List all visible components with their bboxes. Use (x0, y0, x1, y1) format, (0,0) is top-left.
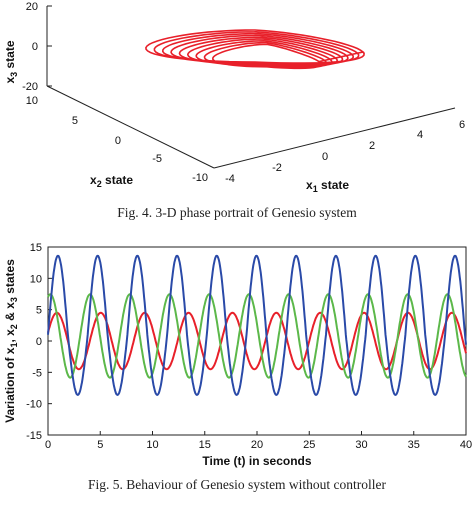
fig5-x-tick-label: 20 (251, 439, 263, 451)
fig5-x-tick-label: 10 (146, 439, 158, 451)
fig4-y-tick-label: 10 (26, 95, 38, 107)
fig4-x-axis-label: x1 state (306, 178, 349, 194)
fig4-z-tick-label: 20 (26, 1, 38, 13)
fig4-x-tick-label: 0 (322, 151, 328, 163)
fig5-y-tick-label: 0 (36, 336, 42, 348)
fig5-caption: Fig. 5. Behaviour of Genesio system with… (88, 477, 387, 492)
fig5-time-plot: 0 5 10 15 20 25 30 35 40 -15 -10 -5 0 5 10 15 Time (t) … (3, 242, 472, 468)
fig4-x-tick-label: 4 (417, 129, 423, 141)
fig5-ticks: 0 5 10 15 20 25 30 35 40 -15 -10 -5 0 5 10 15 (26, 242, 472, 451)
fig4-z-ticks: 20 0 -20 (22, 1, 52, 93)
fig4-y-axis-label: x2 state (90, 173, 133, 189)
fig4-attractor-trajectory (145, 29, 365, 70)
fig5-x-tick-label: 0 (45, 439, 51, 451)
fig4-y-tick-label: -5 (152, 153, 162, 165)
fig4-x-tick-label: 2 (369, 140, 375, 152)
fig4-x-tick-label: 6 (459, 119, 465, 131)
fig5-x-tick-label: 5 (97, 439, 103, 451)
fig4-x-ticks: -4 -2 0 2 4 6 (225, 119, 465, 185)
fig4-x-tick-label: -2 (272, 162, 282, 174)
fig4-y-ticks: 10 5 0 -5 -10 (26, 95, 208, 184)
fig5-x-tick-label: 40 (460, 439, 472, 451)
fig5-x-tick-label: 35 (408, 439, 420, 451)
fig4-y-tick-label: 0 (115, 135, 121, 147)
fig4-caption: Fig. 4. 3-D phase portrait of Genesio sy… (117, 205, 357, 220)
fig4-z-tick-label: -20 (22, 81, 38, 93)
attractor-path (145, 29, 365, 70)
fig5-x-axis-label: Time (t) in seconds (202, 454, 311, 468)
fig5-y-tick-label: -15 (26, 430, 42, 442)
fig5-y-tick-label: 5 (36, 305, 42, 317)
fig5-x-tick-label: 30 (355, 439, 367, 451)
fig4-x-tick-label: -4 (225, 173, 235, 185)
fig4-z-axis-label: x3 state (3, 40, 19, 83)
fig4-3d-plot: 20 0 -20 10 5 0 -5 -10 -4 -2 0 2 4 6 x3 … (3, 1, 465, 194)
fig4-y-tick-label: -10 (192, 172, 208, 184)
fig5-y-tick-label: 10 (30, 273, 42, 285)
fig5-series-line-2 (47, 254, 467, 396)
fig5-series-line-1 (47, 293, 467, 379)
fig5-x-tick-label: 15 (199, 439, 211, 451)
fig5-y-tick-label: -5 (32, 367, 42, 379)
fig5-y-axis-label: Variation of x1, x2 & x3 states (3, 259, 19, 423)
fig4-z-tick-label: 0 (32, 41, 38, 53)
fig5-y-tick-label: 15 (30, 242, 42, 254)
fig4-y-tick-label: 5 (72, 115, 78, 127)
fig4-x-axis (213, 107, 456, 169)
fig5-x-tick-label: 25 (303, 439, 315, 451)
fig5-series-group (47, 254, 467, 396)
fig4-y-axis (46, 85, 215, 169)
fig5-y-tick-label: -10 (26, 399, 42, 411)
